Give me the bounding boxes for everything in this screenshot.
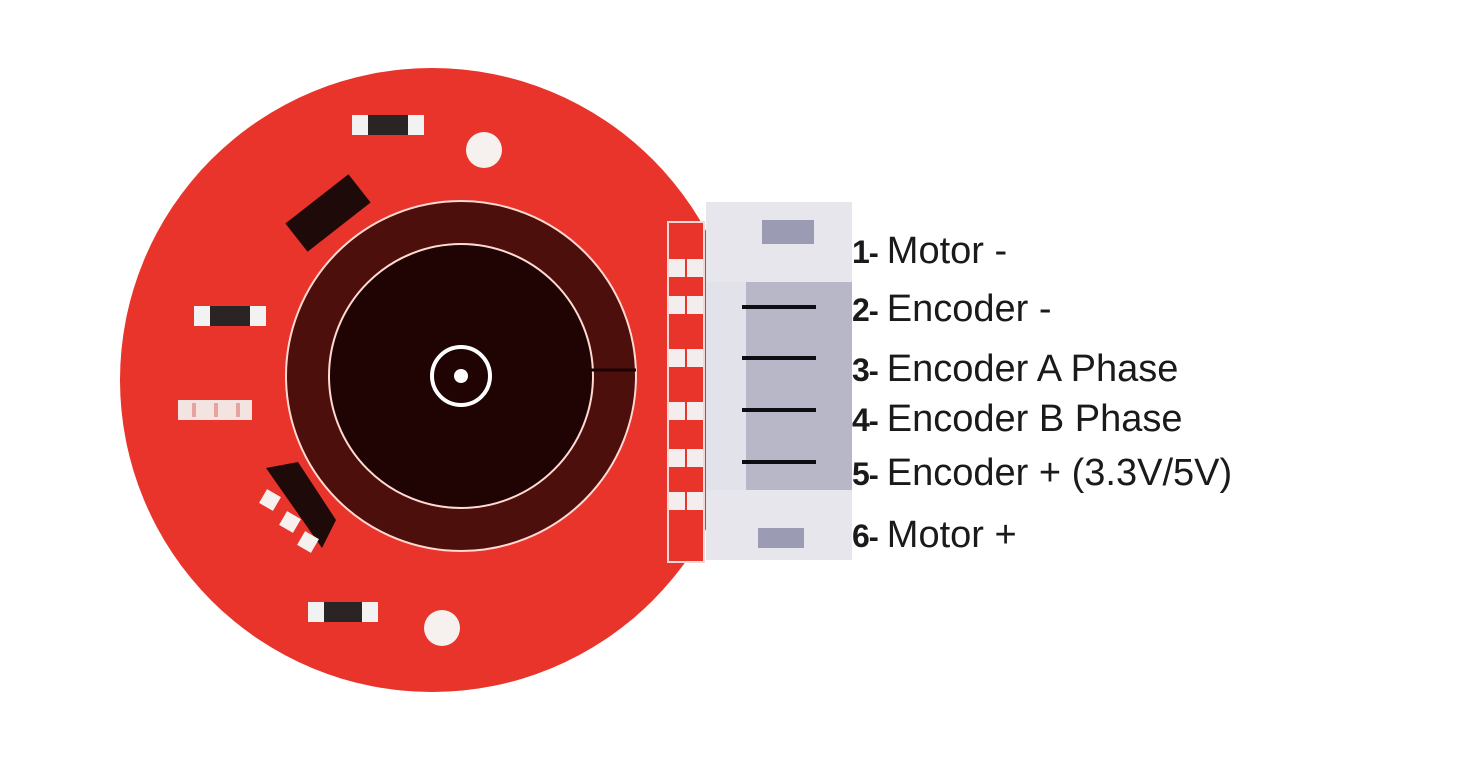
hall-sensor	[259, 462, 336, 553]
pin-number: 2	[852, 292, 870, 328]
pin-label-2: 2- Encoder -	[852, 284, 1052, 334]
pin-label-5: 5- Encoder + (3.3V/5V)	[852, 448, 1232, 498]
pin-name: Motor +	[886, 514, 1017, 556]
pin-number: 3	[852, 352, 870, 388]
pin-number: 4	[852, 402, 870, 438]
pin-number: 6	[852, 518, 870, 554]
pin-label-1: 1- Motor -	[852, 226, 1007, 276]
smd-resistor-bottom	[308, 602, 378, 622]
pin-name: Encoder -	[886, 288, 1052, 330]
pin-label-4: 4- Encoder B Phase	[852, 394, 1183, 444]
pin-dash: -	[868, 521, 879, 554]
connector-pin-marker-bottom	[758, 528, 804, 548]
pin-name: Encoder B Phase	[886, 398, 1183, 440]
mounting-hole-top	[466, 132, 502, 168]
pin-dash: -	[868, 295, 879, 328]
pin-dash: -	[868, 237, 879, 270]
solder-pad-strip	[667, 221, 705, 563]
connector-pin-marker-top	[762, 220, 814, 244]
ic-chip-diagonal	[285, 174, 371, 252]
pin-label-3: 3- Encoder A Phase	[852, 344, 1178, 394]
motor-shaft	[454, 369, 468, 383]
smd-resistor-left	[194, 306, 266, 326]
smd-component-left	[178, 400, 252, 420]
motor-shaft-ring	[430, 345, 492, 407]
pin-number: 1	[852, 234, 870, 270]
mounting-hole-bottom	[424, 610, 460, 646]
pin-name: Encoder A Phase	[886, 348, 1179, 390]
pin-dash: -	[868, 355, 879, 388]
pin-name: Motor -	[886, 230, 1008, 272]
connector-housing	[706, 202, 852, 560]
pin-name: Encoder + (3.3V/5V)	[886, 452, 1233, 494]
pin-number: 5	[852, 456, 870, 492]
pin-label-6: 6- Motor +	[852, 510, 1017, 560]
smd-resistor-top	[352, 115, 424, 135]
pin-dash: -	[868, 405, 879, 438]
pin-dash: -	[868, 459, 879, 492]
